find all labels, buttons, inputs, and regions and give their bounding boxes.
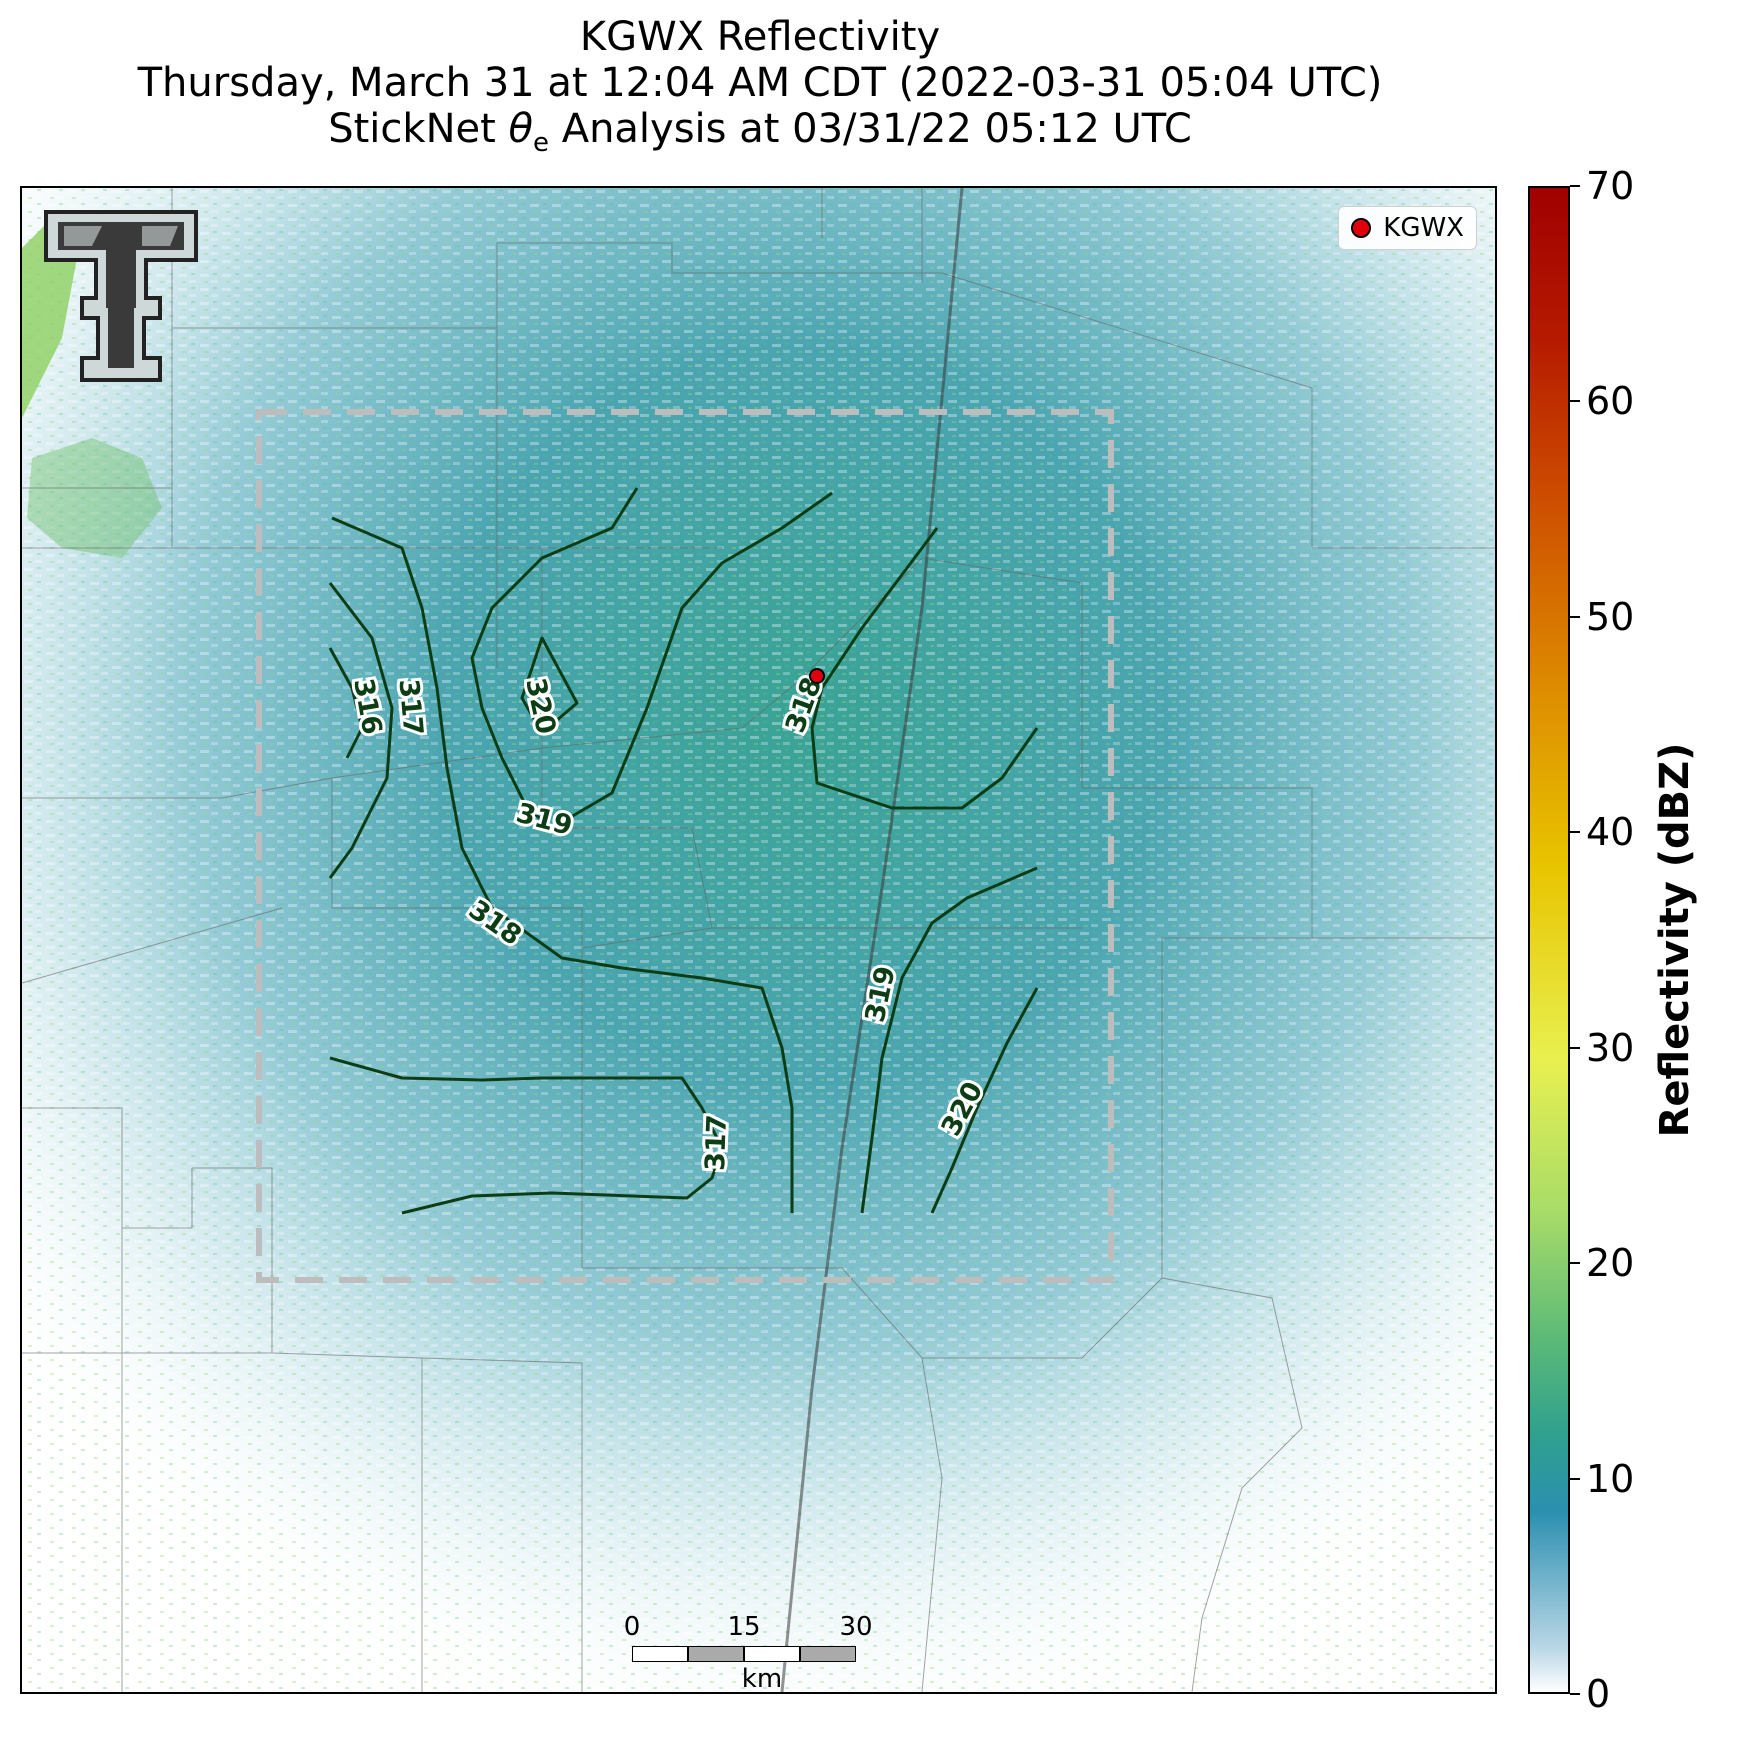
colorbar-tick-label: 10 xyxy=(1586,1456,1635,1501)
colorbar-tick xyxy=(1570,1262,1580,1265)
colorbar-tick-label: 0 xyxy=(1586,1672,1611,1716)
colorbar-tick-label: 20 xyxy=(1586,1241,1635,1286)
colorbar-tick-label: 40 xyxy=(1586,810,1635,855)
university-logo xyxy=(44,210,198,382)
contour-label: 317 xyxy=(393,678,429,737)
scale-segment xyxy=(800,1646,856,1662)
theta-subscript: e xyxy=(532,128,549,158)
scale-unit-label: km xyxy=(741,1664,783,1694)
colorbar-tick xyxy=(1570,1693,1580,1695)
colorbar-tick xyxy=(1570,400,1580,403)
county-boundaries xyxy=(22,188,1495,1692)
contour-label: 317 xyxy=(700,1114,733,1171)
contour-316-line xyxy=(328,647,364,759)
contour-319-loop xyxy=(470,487,833,830)
colorbar-tick-label: 30 xyxy=(1586,1025,1635,1070)
radar-map[interactable]: 316 317 320 319 318 318 319 317 320 KGWX xyxy=(20,186,1497,1694)
colorbar-tick-label: 70 xyxy=(1586,164,1635,208)
legend-label: KGWX xyxy=(1383,213,1464,243)
contour-318-line-east xyxy=(810,527,1039,810)
colorbar xyxy=(1528,186,1570,1694)
contour-317-line-west xyxy=(328,582,394,879)
echo-patch-northwest xyxy=(22,218,77,418)
reflectivity-texture xyxy=(22,188,1495,1692)
legend-marker-icon xyxy=(1351,218,1372,238)
title-line-1: KGWX Reflectivity xyxy=(579,14,941,60)
contour-319-line-east xyxy=(860,866,1038,1214)
colorbar-tick-label: 50 xyxy=(1586,594,1635,639)
title-line-2: Thursday, March 31 at 12:04 AM CDT (2022… xyxy=(137,60,1383,106)
radar-map-canvas: 316 317 320 319 318 318 319 317 320 xyxy=(22,188,1495,1692)
colorbar-tick xyxy=(1570,185,1580,187)
scale-bar: 0 15 30 km xyxy=(624,1612,892,1694)
contour-320-closed xyxy=(520,636,579,735)
scale-tick-label: 30 xyxy=(839,1612,873,1642)
scale-tick-label: 0 xyxy=(623,1612,641,1642)
contour-317-line-south xyxy=(329,1056,724,1215)
figure-title: KGWX Reflectivity Thursday, March 31 at … xyxy=(0,14,1520,166)
colorbar-tick xyxy=(1570,831,1580,834)
contour-320-line-east xyxy=(930,987,1039,1214)
colorbar-tick-label: 60 xyxy=(1586,379,1635,424)
map-legend: KGWX xyxy=(1338,206,1477,250)
scale-segment xyxy=(744,1646,800,1662)
theta-symbol: θ xyxy=(508,106,533,152)
title-line-3-suffix: Analysis at 03/31/22 05:12 UTC xyxy=(548,106,1192,152)
scale-tick-label: 15 xyxy=(727,1612,761,1642)
colorbar-tick xyxy=(1570,1046,1580,1049)
colorbar-tick xyxy=(1570,1477,1580,1480)
contour-318-line-west xyxy=(331,516,794,1213)
analysis-domain-box xyxy=(256,409,1114,1283)
title-line-3: StickNet θe Analysis at 03/31/22 05:12 U… xyxy=(0,106,1520,166)
echo-patch-west xyxy=(27,438,162,558)
theta-e-contours xyxy=(328,487,1039,1215)
scale-segment xyxy=(688,1646,744,1662)
colorbar-tick xyxy=(1570,615,1580,618)
scale-segment xyxy=(632,1646,688,1662)
colorbar-title: Reflectivity (dBZ) xyxy=(1652,742,1698,1138)
kgwx-station-marker[interactable] xyxy=(809,668,825,684)
title-line-3-prefix: StickNet xyxy=(328,106,509,152)
